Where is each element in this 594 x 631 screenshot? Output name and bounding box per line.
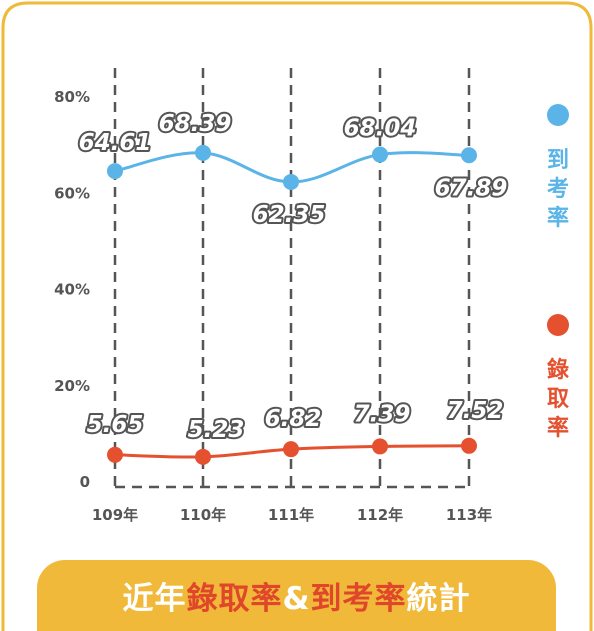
title-highlight: 到考率 <box>310 581 407 617</box>
data-label: 5.65 <box>87 412 144 438</box>
x-tick-label: 110年 <box>180 506 226 524</box>
data-point <box>461 437 477 454</box>
title-highlight: 錄取率 <box>186 581 283 617</box>
x-tick-label: 109年 <box>92 506 138 524</box>
y-tick-label: 60% <box>54 184 90 202</box>
x-tick-label: 113年 <box>446 506 492 524</box>
x-tick-label: 111年 <box>268 506 314 524</box>
data-point <box>195 448 211 465</box>
data-point <box>283 173 299 190</box>
data-label: 7.52 <box>447 398 504 424</box>
legend-label: 錄取率 <box>547 357 569 441</box>
data-label: 68.39 <box>159 111 232 137</box>
data-label: 68.04 <box>344 116 417 142</box>
data-label: 5.23 <box>188 417 245 443</box>
title-segment: & <box>282 581 311 617</box>
data-label: 7.39 <box>354 401 411 427</box>
data-point <box>461 147 477 164</box>
data-label: 6.82 <box>265 406 322 432</box>
y-tick-label: 40% <box>54 281 90 299</box>
data-point <box>107 163 123 180</box>
legend-label: 到考率 <box>547 148 569 231</box>
data-point <box>195 144 211 161</box>
data-label: 62.35 <box>253 202 326 228</box>
title-segment: 統計 <box>406 581 471 617</box>
y-tick-label: 0 <box>80 473 90 491</box>
title-banner: 近年錄取率&到考率統計 <box>37 560 556 631</box>
y-tick-label: 20% <box>54 377 90 395</box>
data-label: 64.61 <box>79 130 152 156</box>
legend-marker <box>547 314 569 336</box>
line-chart: 0 20% 40% 60% 80% 109年 110年 111年 112年 113年 64.61… <box>54 68 569 524</box>
data-point <box>283 441 299 458</box>
y-tick-label: 80% <box>54 88 90 106</box>
title-segment: 近年 <box>122 581 187 617</box>
chart-title: 近年錄取率&到考率統計 <box>122 573 470 618</box>
legend-marker <box>547 104 569 126</box>
data-point <box>372 146 388 163</box>
data-label: 67.89 <box>435 175 508 201</box>
x-tick-label: 112年 <box>357 506 403 524</box>
data-point <box>107 446 123 463</box>
data-point <box>372 438 388 455</box>
